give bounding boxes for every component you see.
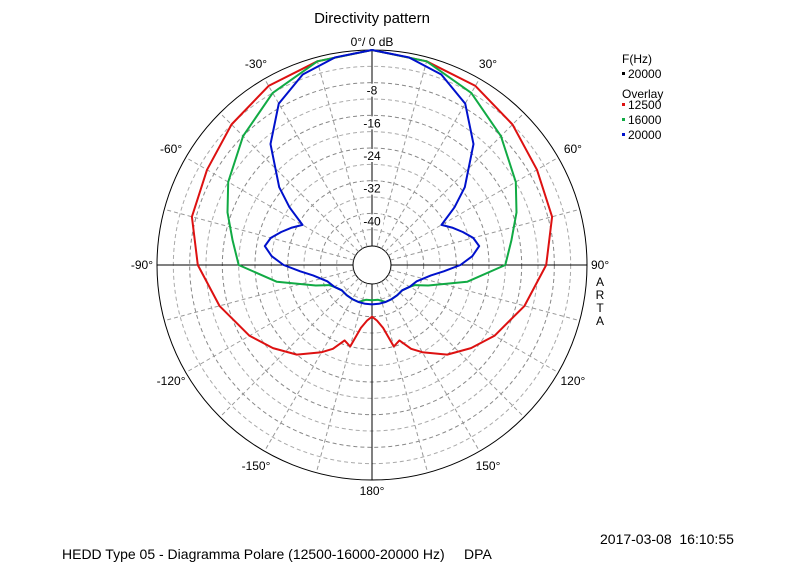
grid-spoke xyxy=(376,57,429,247)
radial-tick-label: -24 xyxy=(363,149,381,163)
series-line-16000 xyxy=(226,49,518,303)
angle-label: 0°/ 0 dB xyxy=(351,35,394,49)
radial-tick-bg xyxy=(361,83,383,97)
radial-tick-label: -8 xyxy=(367,84,378,98)
angle-label: 30° xyxy=(479,57,497,71)
grid-spoke xyxy=(219,278,359,418)
grid-spoke xyxy=(390,208,580,261)
radial-tick-bg xyxy=(361,149,383,162)
legend-header: F(Hz) xyxy=(622,52,652,66)
angle-label: 90° xyxy=(591,258,609,272)
angle-label: -60° xyxy=(160,142,182,156)
radial-tick-bg xyxy=(361,181,383,195)
timestamp: 2017-03-08 16:10:55 xyxy=(600,531,734,547)
legend-main-label: 20000 xyxy=(628,67,662,81)
angle-label: 150° xyxy=(476,459,501,473)
polar-grid xyxy=(156,49,588,481)
grid-spoke xyxy=(388,157,559,256)
radial-tick-labels: -8 -16 -24 -32 -40 xyxy=(361,83,383,228)
angle-label: 60° xyxy=(564,142,582,156)
radial-tick-bg xyxy=(361,116,383,130)
legend-main-swatch xyxy=(622,72,625,75)
legend-label-16000: 16000 xyxy=(628,113,662,127)
radial-tick-bg xyxy=(361,214,383,228)
angle-label: 120° xyxy=(560,374,585,388)
legend-swatch-16000 xyxy=(622,118,625,121)
grid-spoke xyxy=(185,274,356,373)
data-series xyxy=(190,49,554,356)
angle-labels: 0°/ 0 dB 30° 60° 90° 120° 150° 180° -150° -120° -… xyxy=(131,35,610,498)
angle-label: -150° xyxy=(242,459,271,473)
legend-label-12500: 12500 xyxy=(628,98,662,112)
legend-overlay-title: Overlay xyxy=(622,87,663,101)
inner-ring xyxy=(352,245,392,285)
grid-spoke xyxy=(264,281,363,452)
series-line-20000 xyxy=(263,49,481,306)
grid-spoke xyxy=(381,78,480,249)
legend-swatch-20000 xyxy=(622,133,625,136)
legend-swatch-12500 xyxy=(622,103,625,106)
angle-label: -120° xyxy=(157,374,186,388)
grid-spoke xyxy=(219,112,359,252)
angle-label: -30° xyxy=(245,57,267,71)
radial-tick-label: -32 xyxy=(363,182,381,196)
grid-spoke xyxy=(164,269,354,322)
chart-title: Directivity pattern xyxy=(314,10,430,27)
grid-spoke xyxy=(164,208,354,261)
grid-spoke xyxy=(376,283,429,473)
legend-label-20000: 20000 xyxy=(628,128,662,142)
angle-label: -90° xyxy=(131,258,153,272)
grid-spoke xyxy=(385,112,525,252)
angle-label: 180° xyxy=(360,484,385,498)
radial-tick-label: -40 xyxy=(363,214,381,228)
grid-spoke xyxy=(315,57,368,247)
grid-spoke xyxy=(185,157,356,256)
radial-tick-label: -16 xyxy=(363,116,381,130)
grid-spoke xyxy=(390,269,580,322)
series-line-12500 xyxy=(190,49,554,356)
footer-caption: HEDD Type 05 - Diagramma Polare (12500-1… xyxy=(62,546,492,562)
grid-spoke xyxy=(388,274,559,373)
grid-spoke xyxy=(264,78,363,249)
grid-spoke xyxy=(315,283,368,473)
grid-spoke xyxy=(381,281,480,452)
grid-spoke xyxy=(385,278,525,418)
